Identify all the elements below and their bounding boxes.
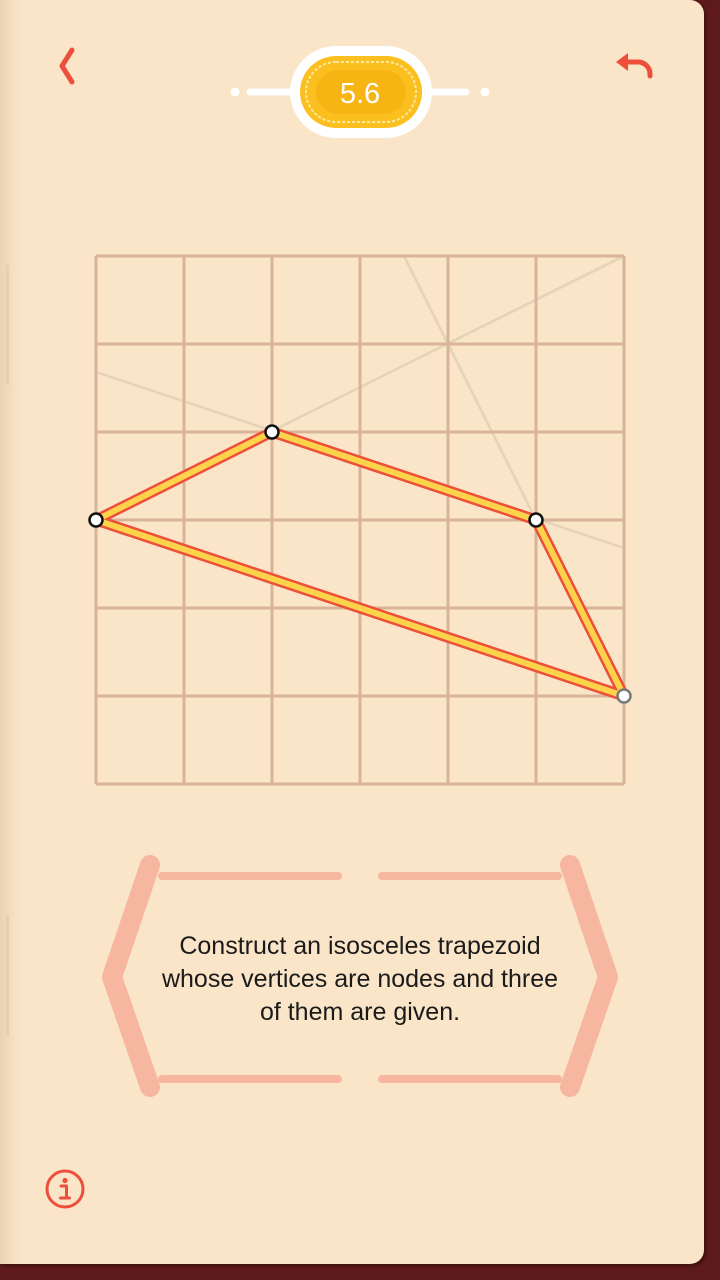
spine-mark [6, 265, 9, 385]
vertex-node-movable[interactable] [616, 688, 632, 704]
vertex-node-given[interactable] [264, 424, 280, 440]
grid [94, 254, 626, 786]
instruction-frame [102, 855, 618, 1097]
puzzle-board[interactable] [0, 0, 720, 860]
back-button[interactable] [48, 44, 88, 88]
vertex-layer[interactable] [88, 424, 632, 704]
undo-icon [616, 53, 653, 79]
level-label: 5.6 [339, 78, 381, 110]
book-spine [0, 0, 22, 1264]
vertex-node-given[interactable] [88, 512, 104, 528]
level-indicator [230, 46, 490, 138]
info-button[interactable] [44, 1168, 86, 1210]
undo-button[interactable] [608, 44, 660, 88]
vertex-node-given[interactable] [528, 512, 544, 528]
puzzle-instruction: Construct an isosceles trapezoid whose v… [161, 932, 559, 1026]
spine-mark [6, 915, 9, 1035]
info-icon [45, 1169, 85, 1209]
chevron-left-icon [59, 47, 75, 85]
